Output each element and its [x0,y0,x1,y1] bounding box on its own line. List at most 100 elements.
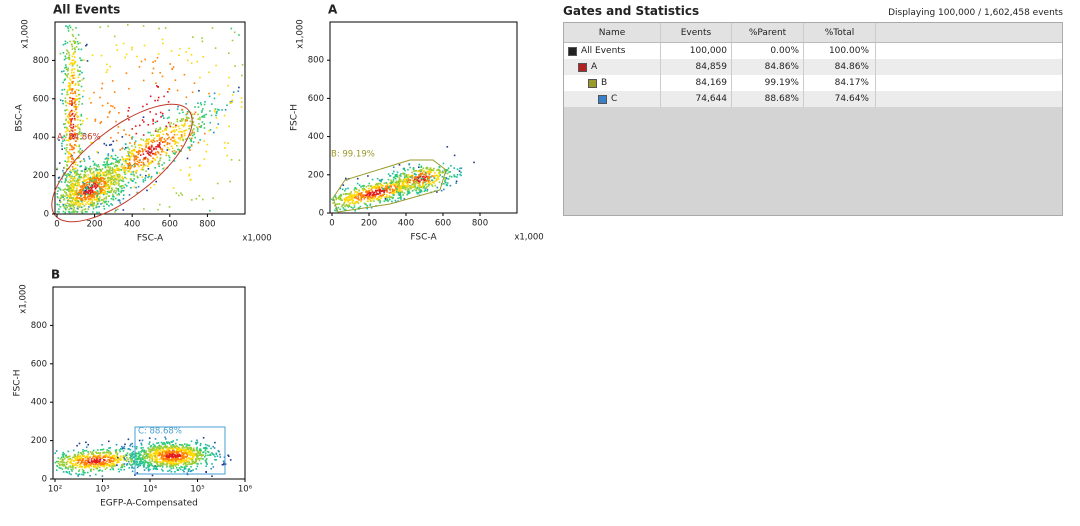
event-dot [389,198,391,201]
event-dot [157,161,160,163]
event-dot [379,188,381,191]
event-dot [427,176,429,179]
event-dot [181,444,183,446]
event-dot [71,33,74,36]
event-dot [183,132,186,135]
event-dot [188,125,190,127]
event-dot [100,121,103,123]
event-dot [183,130,185,132]
event-dot [347,196,350,198]
event-dot [442,171,444,174]
event-dot [90,102,92,104]
event-dot [90,204,92,207]
event-dot [72,182,75,185]
event-dot [67,194,69,197]
event-dot [180,454,183,456]
event-dot [403,175,406,177]
column-header[interactable]: %Parent [732,23,804,42]
event-dot [189,463,191,465]
event-dot [67,26,69,28]
event-dot [170,470,173,473]
event-dot [402,180,404,183]
event-dot [73,74,75,76]
event-dot [96,206,98,208]
event-dot [107,177,109,179]
gate-row[interactable]: A 84,859 84.86% 84.86% [564,59,1062,75]
event-dot [127,166,130,168]
event-dot [71,189,73,192]
event-dot [92,171,94,174]
event-dot [126,452,129,455]
event-dot [100,169,103,172]
event-dot [81,458,84,461]
y-tick-label: 0 [44,210,49,220]
event-dot [68,211,70,213]
event-dot [99,469,101,471]
event-dot [429,171,431,173]
event-dot [69,122,72,125]
event-dot [109,179,112,182]
event-dot [398,194,401,196]
event-dot [66,150,69,153]
column-header[interactable]: Events [661,23,732,42]
event-dot [368,187,370,190]
gate-row[interactable]: All Events 100,000 0.00% 100.00% [564,43,1062,59]
event-dot [158,139,161,141]
event-dot [58,139,60,141]
event-dot [82,449,84,451]
gate-row[interactable]: C 74,644 88.68% 74.64% [564,91,1062,107]
event-dot [153,158,156,160]
event-dot [234,65,236,67]
event-dot [417,182,420,184]
event-dot [66,144,68,146]
event-dot [70,194,72,197]
event-dot [350,206,353,209]
event-dot [163,150,165,153]
gate-row[interactable]: B 84,169 99.19% 84.17% [564,75,1062,91]
event-dot [118,159,121,161]
event-dot [117,169,120,171]
event-dot [95,456,97,459]
event-dot [121,179,123,182]
event-dot [393,185,396,187]
event-dot [170,145,173,147]
event-dot [74,132,76,135]
event-dot [142,181,145,183]
event-dot [154,451,156,453]
event-dot [95,169,97,172]
event-dot [125,172,127,174]
event-dot [105,200,107,203]
event-dot [70,92,72,94]
event-dot [138,149,140,152]
column-header[interactable]: Name [564,23,661,42]
event-dot [409,179,412,181]
event-dot [427,175,430,178]
event-dot [138,144,140,146]
event-dot [70,134,72,136]
event-dot [72,183,75,186]
event-dot [74,114,77,116]
event-dot [77,194,79,197]
event-dot [118,470,120,473]
event-dot [80,113,83,116]
event-dot [107,102,109,105]
event-dot [147,462,149,465]
event-dot [104,166,107,169]
event-dot [102,448,105,451]
event-dot [67,93,70,96]
event-dot [72,188,74,191]
event-dot [361,196,364,198]
event-dot [438,173,441,175]
event-dot [420,178,423,180]
event-dot [66,206,68,209]
event-dot [191,463,193,465]
event-dot [114,459,116,462]
event-dot [194,106,196,108]
event-dot [400,180,403,183]
event-dot [377,186,380,189]
event-dot [68,471,71,473]
event-dot [168,206,171,208]
event-dot [407,183,409,186]
event-dot [400,179,403,181]
column-header[interactable]: %Total [804,23,876,42]
